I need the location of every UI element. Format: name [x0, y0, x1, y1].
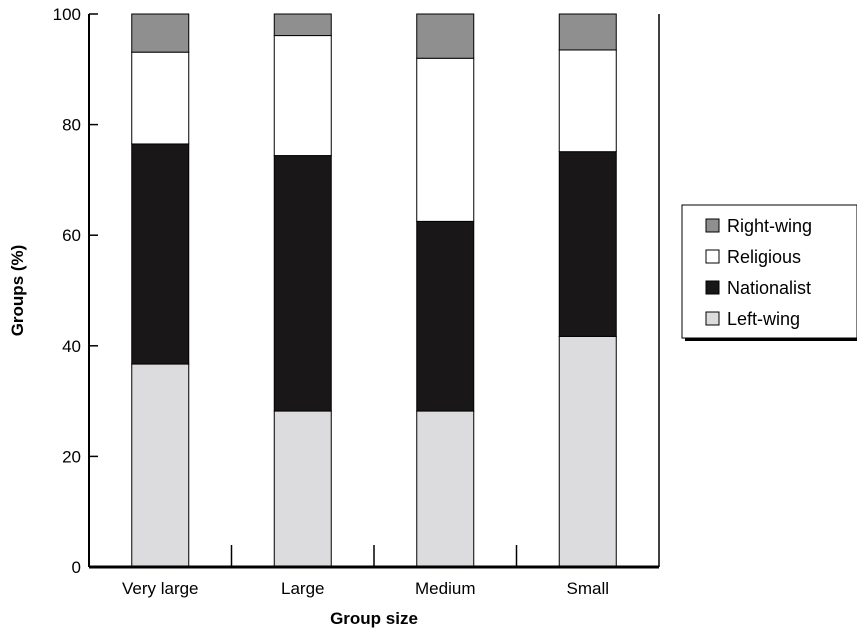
bar-segment-religious — [131, 51, 190, 145]
bar-segment-religious — [273, 35, 332, 157]
bar-segment-right-wing — [273, 13, 332, 37]
y-tick-label: 80 — [62, 116, 81, 135]
x-tick-label: Large — [281, 579, 324, 598]
legend-swatch — [705, 249, 720, 264]
plot-area: 0 20 40 60 80 100 Very large Large Medium Small — [53, 5, 660, 598]
legend-swatch — [705, 218, 720, 233]
legend-swatch — [705, 311, 720, 326]
y-axis-title: Groups (%) — [8, 245, 27, 337]
bar-segment-right-wing — [558, 13, 617, 51]
bar-segment-nationalist — [416, 220, 475, 412]
x-tick-label: Very large — [122, 579, 199, 598]
bar-segment-religious — [558, 49, 617, 153]
bar-segment-nationalist — [131, 143, 190, 365]
legend-swatch — [705, 280, 720, 295]
bar-group — [131, 13, 617, 568]
bar-segment-religious — [416, 57, 475, 222]
legend-label: Nationalist — [727, 278, 811, 298]
bar-segment-nationalist — [273, 155, 332, 412]
bar-segment-nationalist — [558, 151, 617, 337]
y-tick-label: 40 — [62, 337, 81, 356]
x-tick-label: Small — [566, 579, 609, 598]
y-tick-label: 100 — [53, 5, 81, 24]
legend-label: Religious — [727, 247, 801, 267]
legend-label: Right-wing — [727, 216, 812, 236]
x-tick-label: Medium — [415, 579, 475, 598]
legend: Right-wing Religious Nationalist Left-wing — [681, 204, 857, 341]
bar-segment-left-wing — [131, 363, 190, 568]
x-ticks: Very large Large Medium Small — [122, 545, 609, 598]
axes: 0 20 40 60 80 100 Very large Large Medium Small — [53, 5, 660, 598]
bar-segment-left-wing — [558, 335, 617, 568]
bar-segment-right-wing — [131, 13, 190, 53]
bar-segment-right-wing — [416, 13, 475, 59]
bar-segment-left-wing — [273, 410, 332, 568]
y-tick-label: 0 — [72, 558, 81, 577]
y-tick-label: 60 — [62, 226, 81, 245]
legend-label: Left-wing — [727, 309, 800, 329]
x-axis-title: Group size — [330, 609, 418, 628]
bar-segment-left-wing — [416, 410, 475, 568]
y-ticks: 0 20 40 60 80 100 — [53, 5, 98, 577]
y-tick-label: 20 — [62, 447, 81, 466]
